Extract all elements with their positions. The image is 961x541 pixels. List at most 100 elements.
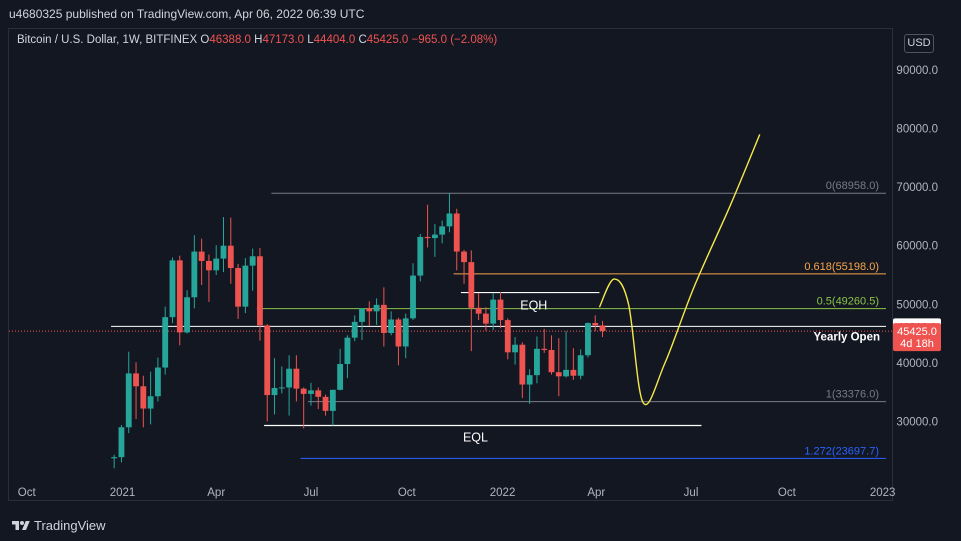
x-tick-label: Jul (304, 487, 319, 499)
symbol-name: Bitcoin / U.S. Dollar, 1W, BITFINEX (17, 34, 198, 46)
candle-body (206, 260, 212, 271)
candle-countdown-text: 4d 18h (900, 338, 934, 350)
candle-body (271, 388, 278, 396)
publisher-header: u4680325 published on TradingView.com, A… (9, 7, 365, 21)
fib-level-label: 1(33376.0) (826, 389, 879, 401)
candle-body (169, 260, 176, 318)
low-label: L (307, 34, 314, 46)
candle-body (220, 245, 227, 259)
x-tick-label: 2023 (870, 487, 896, 499)
candle-body (286, 368, 293, 388)
candle-body (147, 396, 154, 409)
candle-body (278, 387, 285, 389)
currency-button[interactable]: USD (904, 34, 934, 53)
candle-body (344, 337, 351, 365)
candle-body (162, 317, 169, 368)
candle-body (154, 367, 161, 397)
x-tick-label: 2022 (490, 487, 516, 499)
x-tick-label: Apr (587, 487, 605, 499)
y-tick-label: 90000.0 (896, 65, 938, 77)
candle-body (410, 275, 416, 319)
x-tick-label: Oct (398, 487, 417, 499)
candle-body (191, 251, 198, 298)
eqh-label: EQH (520, 299, 547, 313)
projection-curve (598, 134, 761, 406)
candle-body (198, 251, 205, 261)
candle-body (526, 375, 533, 385)
y-tick-label: 50000.0 (896, 299, 938, 311)
candle-body (213, 258, 220, 271)
candle-body (490, 299, 497, 324)
candle-body (235, 267, 241, 307)
candle-body (570, 369, 577, 376)
candle-body (599, 325, 606, 332)
open-value: 46388.0 (209, 34, 251, 46)
candle-body (417, 236, 424, 276)
candle-body (359, 308, 365, 322)
candle-body (446, 213, 453, 227)
candle-body (504, 320, 511, 353)
candle-body (351, 321, 358, 338)
candle-body (125, 373, 132, 428)
candle-body (548, 349, 555, 373)
high-value: 47173.0 (262, 34, 305, 46)
candle-body (461, 251, 467, 263)
candle-body (453, 213, 460, 252)
x-tick-label: Oct (18, 487, 37, 499)
fib-level-label: 1.272(23697.7) (804, 445, 879, 457)
footer-brand: TradingView (34, 518, 106, 533)
close-label: C (358, 34, 367, 46)
eql-label: EQL (463, 431, 488, 445)
candle-body (497, 299, 504, 321)
candle-body (227, 245, 234, 268)
candle-body (322, 396, 329, 411)
y-tick-label: 70000.0 (896, 182, 938, 194)
candle-body (111, 457, 118, 459)
low-value: 44404.0 (313, 34, 356, 46)
tradingview-logo-icon (12, 520, 30, 530)
candle-body (315, 390, 322, 397)
chart-frame (8, 28, 893, 501)
fib-level-label: 0.5(49260.5) (817, 296, 879, 308)
candle-body (577, 355, 584, 376)
candle-body (585, 323, 591, 356)
symbol-legend: Bitcoin / U.S. Dollar, 1W, BITFINEX O463… (17, 34, 497, 46)
candle-body (373, 304, 380, 312)
candle-body (380, 304, 387, 333)
candle-body (293, 368, 300, 389)
high-label: H (254, 34, 263, 46)
candle-body (592, 323, 599, 326)
candle-body (176, 260, 183, 333)
candle-body (439, 226, 446, 235)
fib-level-label: 0.618(55198.0) (804, 261, 879, 273)
y-tick-label: 30000.0 (896, 416, 938, 428)
candle-body (475, 307, 482, 314)
candle-body (257, 256, 263, 326)
candle-body (140, 386, 147, 409)
change-value: −965.0 (−2.08%) (411, 34, 498, 46)
candle-body (482, 313, 489, 324)
candle-body (308, 390, 314, 394)
candle-body (366, 308, 373, 312)
candle-body (300, 388, 307, 394)
close-value: 45425.0 (366, 34, 409, 46)
current-price-text: 45425.0 (897, 326, 937, 338)
candle-body (563, 369, 569, 377)
footer-bar: TradingView (0, 510, 961, 541)
y-tick-label: 40000.0 (896, 358, 938, 370)
candle-body (388, 319, 395, 333)
candle-body (264, 325, 271, 396)
candle-body (118, 427, 125, 458)
candle-body (534, 348, 540, 376)
candle-body (424, 236, 431, 239)
candle-body (541, 348, 548, 350)
candle-body (133, 373, 139, 387)
y-tick-label: 60000.0 (896, 241, 938, 253)
candle-body (184, 297, 190, 333)
candle-body (249, 256, 256, 266)
fib-level-label: 0(68958.0) (826, 180, 879, 192)
candle-body (555, 372, 562, 377)
y-tick-label: 80000.0 (896, 124, 938, 136)
candle-body (402, 318, 409, 347)
